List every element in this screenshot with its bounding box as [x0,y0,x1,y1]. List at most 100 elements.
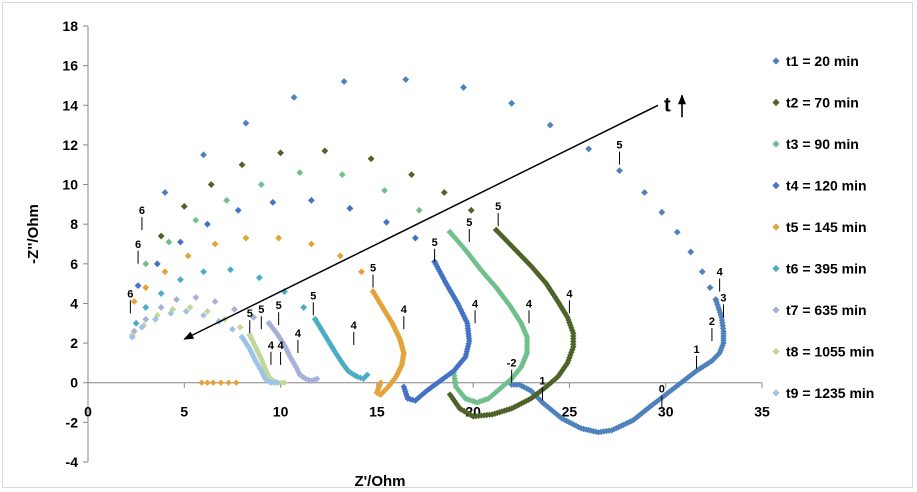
legend-item: t2 = 70 min [772,95,859,111]
series-2 [157,147,577,420]
x-tick-label: 10 [273,404,289,420]
point-annotation: 4 [278,340,285,365]
data-point [548,378,556,385]
data-point [625,419,632,426]
data-point [515,249,522,257]
data-point [543,402,550,409]
data-point [518,253,526,260]
data-point [269,198,277,206]
data-point [570,343,577,351]
data-point [550,291,557,298]
data-point [527,395,535,402]
y-tick-label: -4 [66,454,79,470]
annotation-label: 4 [526,298,533,310]
data-point [673,228,681,236]
legend-marker [772,223,780,231]
plot-area [128,76,727,436]
annotation-label: 2 [709,316,715,328]
data-point [161,268,169,276]
point-annotation: -2 [507,358,517,383]
data-point [364,371,371,378]
data-point [660,393,667,400]
data-point [192,294,200,301]
point-annotation: 1 [539,376,546,401]
data-point [230,306,238,313]
data-point [688,371,696,378]
data-point [300,304,308,311]
data-point [698,268,706,276]
data-point [515,401,523,408]
data-point [180,202,188,210]
point-annotation: 4 [295,328,302,353]
data-point [515,315,522,323]
annotation-label: 4 [278,340,285,352]
data-point [539,399,546,406]
legend-label: t3 = 90 min [786,136,859,152]
legend-item: t5 = 145 min [772,219,867,235]
data-point [556,371,563,378]
data-point [336,252,344,260]
data-point [560,416,568,423]
legend-item: t7 = 635 min [772,302,867,318]
data-point [142,284,150,291]
data-point [505,239,512,246]
legend-marker [772,389,780,397]
legend-item: t3 = 90 min [772,136,859,152]
point-annotation: 4 [526,298,533,324]
legend-item: t8 = 1055 min [772,344,874,360]
data-point [192,216,200,224]
series-6 [132,266,371,382]
legend-marker [772,264,780,273]
data-point [250,313,258,321]
point-annotation: 6 [135,239,141,264]
data-point [666,388,674,395]
point-annotation: 5 [276,300,282,326]
data-point [200,311,207,319]
annotation-label: 6 [135,239,141,251]
data-point [671,384,678,392]
data-point [562,311,570,319]
data-point [687,248,695,256]
point-annotation: 1 [693,344,700,369]
series-1 [161,76,727,436]
data-point [568,349,575,356]
point-annotation: 6 [127,288,133,314]
y-tick-label: 0 [70,375,78,391]
data-point [546,405,554,413]
data-point [564,314,571,321]
point-annotation: 5 [432,237,438,262]
annotation-label: 5 [495,201,501,213]
data-point [658,394,665,402]
data-point [535,395,542,402]
data-point [198,379,205,386]
legend-label: t6 = 395 min [786,261,867,277]
data-point [281,379,288,386]
data-point [557,302,564,310]
point-annotation: 5 [247,308,253,334]
data-point [448,230,455,238]
extra-points [198,379,240,386]
legend-marker [772,140,780,148]
data-point [377,379,384,386]
point-annotation: 4 [268,340,275,365]
annotation-label: 1 [539,376,545,388]
data-point [641,189,648,196]
data-point [223,197,231,204]
data-point [157,290,165,297]
data-point [706,284,714,291]
legend-label: t2 = 70 min [786,95,859,111]
data-point [516,365,523,373]
annotation-label: 0 [659,383,665,395]
data-point [165,238,173,246]
data-point [367,155,375,163]
data-point [559,366,566,374]
annotation-label: 5 [616,140,622,152]
annotation-label: -2 [507,358,517,370]
data-point [128,333,136,341]
data-point [691,369,698,376]
series-9 [128,307,280,386]
data-point [200,151,207,159]
point-annotation: 0 [659,383,665,409]
data-point [415,206,423,214]
data-point [340,78,348,85]
